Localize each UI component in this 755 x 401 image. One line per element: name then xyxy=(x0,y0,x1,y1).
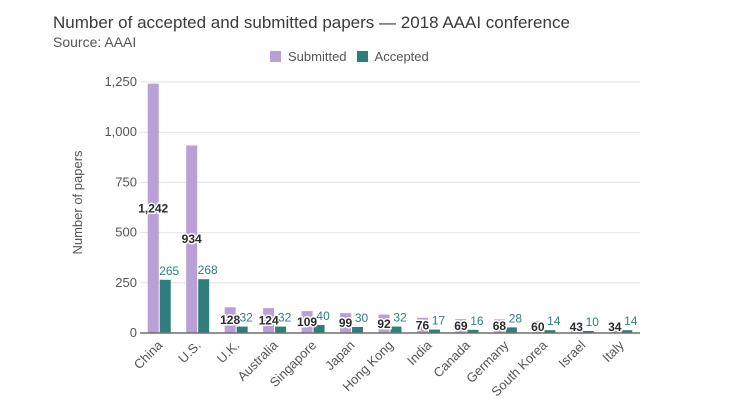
x-tick-label: Israel xyxy=(555,337,588,370)
data-label-accepted: 10 xyxy=(586,315,600,329)
legend-item-accepted: Accepted xyxy=(356,49,429,64)
bar-submitted xyxy=(609,326,621,333)
y-tick-label: 1,000 xyxy=(104,124,137,139)
y-tick-label: 750 xyxy=(115,174,137,189)
legend-item-submitted: Submitted xyxy=(270,49,347,64)
bar-submitted xyxy=(532,320,544,333)
legend-label-accepted: Accepted xyxy=(374,49,429,64)
data-label-accepted: 16 xyxy=(470,314,484,328)
data-label-accepted: 265 xyxy=(159,264,179,278)
bar-accepted xyxy=(390,326,402,333)
data-label-submitted: 43 xyxy=(570,320,584,334)
legend-swatch-submitted xyxy=(270,51,281,62)
data-label-submitted: 60 xyxy=(531,320,545,334)
data-label-accepted: 14 xyxy=(547,314,561,328)
bar-accepted xyxy=(198,279,210,333)
data-label-submitted: 76 xyxy=(416,318,430,332)
data-label-accepted: 32 xyxy=(278,311,292,325)
x-tick-label: U.S. xyxy=(175,338,203,366)
data-label-submitted: 124 xyxy=(259,314,279,328)
y-tick-label: 500 xyxy=(115,225,137,240)
chart-subtitle: Source: AAAI xyxy=(53,34,137,50)
bar-accepted xyxy=(544,330,556,333)
x-tick-label: India xyxy=(404,337,435,368)
data-label-accepted: 268 xyxy=(198,263,218,277)
bar-submitted xyxy=(263,308,275,333)
data-label-submitted: 128 xyxy=(220,313,240,327)
bar-submitted xyxy=(455,319,467,333)
y-tick-label: 1,250 xyxy=(104,74,137,89)
data-label-accepted: 30 xyxy=(355,311,369,325)
data-label-accepted: 32 xyxy=(239,311,253,325)
data-label-submitted: 92 xyxy=(377,317,391,331)
bar-submitted xyxy=(147,83,159,333)
bar-accepted xyxy=(505,327,517,333)
bar-accepted xyxy=(275,326,287,333)
data-label-accepted: 32 xyxy=(393,311,407,325)
bar-submitted xyxy=(416,317,428,333)
bar-submitted xyxy=(224,307,236,333)
y-tick-label: 0 xyxy=(130,325,137,340)
legend-swatch-accepted xyxy=(356,51,368,62)
data-label-accepted: 14 xyxy=(624,314,638,328)
x-tick-label: U.K. xyxy=(214,338,242,366)
y-tick-label: 250 xyxy=(115,275,137,290)
data-label-accepted: 17 xyxy=(432,314,446,328)
data-label-accepted: 40 xyxy=(316,309,330,323)
x-tick-label: China xyxy=(131,337,166,372)
chart-legend: Submitted Accepted xyxy=(270,49,429,64)
data-label-submitted: 68 xyxy=(493,319,507,333)
bar-submitted xyxy=(378,314,390,333)
bar-submitted xyxy=(493,319,505,333)
data-label-submitted: 34 xyxy=(608,320,622,334)
data-label-submitted: 99 xyxy=(339,316,353,330)
y-axis-title: Number of papers xyxy=(70,150,85,255)
bar-accepted xyxy=(621,330,633,333)
bar-submitted xyxy=(570,324,582,333)
bar-accepted xyxy=(467,329,479,333)
bar-accepted xyxy=(582,330,594,333)
bar-accepted xyxy=(313,324,325,333)
x-tick-label: Japan xyxy=(322,338,358,374)
bar-accepted xyxy=(352,326,364,333)
bar-accepted xyxy=(159,279,171,333)
chart-title: Number of accepted and submitted papers … xyxy=(53,13,570,32)
data-label-submitted: 109 xyxy=(297,315,317,329)
bar-submitted xyxy=(186,145,198,333)
data-label-submitted: 1,242 xyxy=(138,201,168,215)
data-label-submitted: 69 xyxy=(454,319,468,333)
bar-submitted xyxy=(340,313,352,333)
bar-submitted xyxy=(301,311,313,333)
bar-accepted xyxy=(236,326,248,333)
legend-label-submitted: Submitted xyxy=(288,49,347,64)
x-tick-label: Italy xyxy=(599,337,627,365)
data-label-submitted: 934 xyxy=(182,232,202,246)
bar-accepted xyxy=(428,329,440,333)
data-label-accepted: 28 xyxy=(509,311,523,325)
